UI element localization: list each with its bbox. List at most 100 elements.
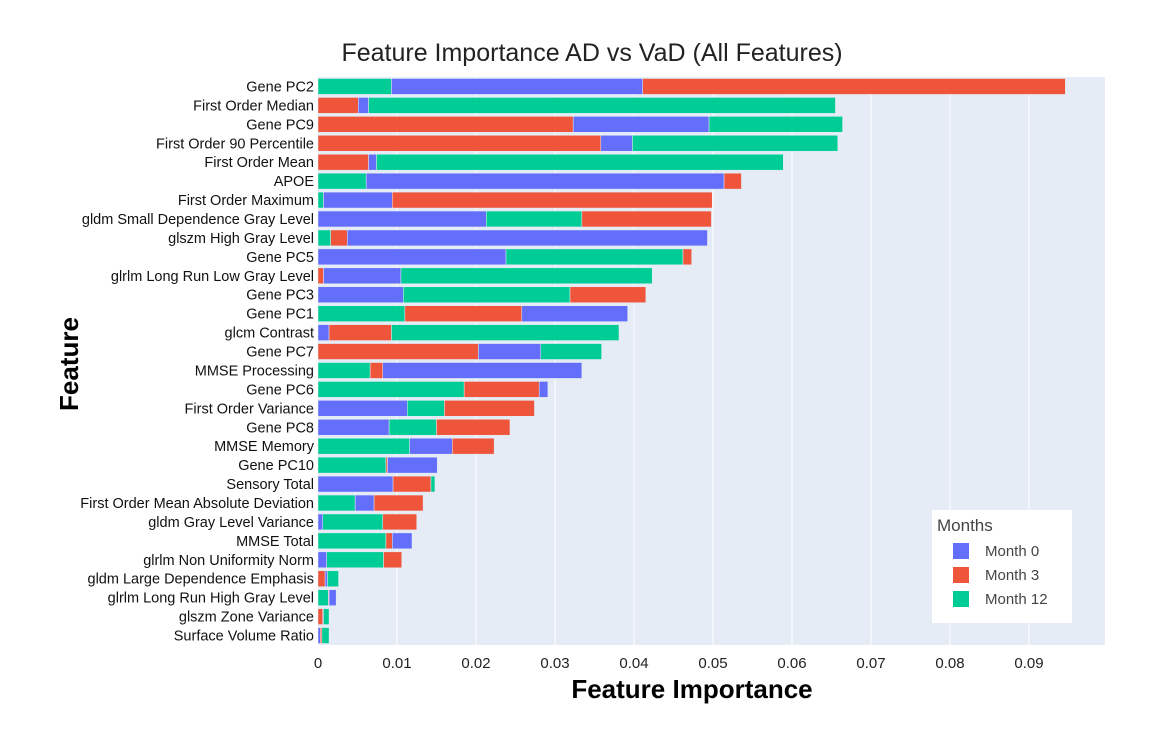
bar-mmse-total-month-12[interactable] [317, 532, 387, 550]
bar-gene-pc1-month-12[interactable] [317, 305, 406, 322]
bar-first-order-90-percentile-month-3[interactable] [317, 135, 602, 152]
bar-gene-pc7-month-12[interactable] [540, 343, 602, 360]
bar-mmse-processing-month-0[interactable] [382, 362, 583, 379]
bar-gene-pc2-month-0[interactable] [391, 78, 643, 95]
bar-first-order-median-month-0[interactable] [358, 97, 369, 114]
bar-first-order-variance-month-12[interactable] [407, 400, 445, 417]
bar-first-order-maximum-month-12[interactable] [317, 191, 324, 209]
bar-mmse-memory-month-0[interactable] [409, 437, 453, 455]
bar-first-order-mean-absolute-deviation-month-0[interactable] [354, 494, 375, 512]
bar-first-order-mean-month-12[interactable] [376, 153, 784, 171]
bar-gene-pc9-month-0[interactable] [572, 116, 710, 133]
legend-label-month-12[interactable]: Month 12 [985, 591, 1048, 608]
bar-first-order-mean-absolute-deviation-month-3[interactable] [373, 494, 424, 512]
bar-first-order-variance-month-3[interactable] [444, 400, 535, 417]
bar-mmse-total-month-3[interactable] [385, 532, 393, 550]
bar-gldm-large-dependence-emphasis-month-3[interactable] [317, 570, 326, 587]
bar-gldm-gray-level-variance-month-0[interactable] [317, 513, 323, 531]
bar-gene-pc9-month-3[interactable] [317, 116, 574, 133]
bar-apoe-month-12[interactable] [317, 172, 367, 190]
bar-gene-pc8-month-12[interactable] [388, 419, 437, 436]
bar-gldm-large-dependence-emphasis-month-12[interactable] [327, 570, 339, 587]
bar-gene-pc6-month-3[interactable] [463, 381, 540, 398]
bar-gene-pc2-month-12[interactable] [317, 78, 392, 95]
category-label: Gene PC5 [246, 250, 314, 266]
bar-gene-pc6-month-12[interactable] [317, 381, 465, 398]
bar-glrlm-long-run-low-gray-level-month-0[interactable] [323, 267, 402, 285]
bar-mmse-processing-month-3[interactable] [369, 362, 384, 379]
bar-glrlm-long-run-high-gray-level-month-0[interactable] [328, 589, 337, 606]
x-tick-label: 0.04 [619, 655, 648, 672]
bar-mmse-total-month-0[interactable] [392, 532, 413, 550]
bar-gldm-gray-level-variance-month-12[interactable] [322, 513, 384, 531]
bar-glszm-zone-variance-month-12[interactable] [323, 608, 330, 625]
bar-gene-pc9-month-12[interactable] [708, 116, 843, 133]
bar-glrlm-non-uniformity-norm-month-3[interactable] [383, 551, 402, 569]
bar-first-order-median-month-12[interactable] [368, 97, 836, 114]
bar-mmse-memory-month-12[interactable] [317, 437, 410, 455]
bar-apoe-month-3[interactable] [723, 172, 742, 190]
category-label: glszm High Gray Level [168, 231, 314, 247]
bar-gene-pc3-month-0[interactable] [317, 286, 404, 303]
bar-glrlm-long-run-high-gray-level-month-12[interactable] [317, 589, 329, 606]
gridlines [396, 77, 1030, 645]
bar-sensory-total-month-0[interactable] [317, 475, 394, 493]
legend-swatch-month-12[interactable] [953, 591, 969, 607]
bar-sensory-total-month-12[interactable] [430, 475, 436, 493]
bar-first-order-mean-month-3[interactable] [317, 153, 369, 171]
bar-gene-pc7-month-0[interactable] [478, 343, 542, 360]
bar-first-order-variance-month-0[interactable] [317, 400, 408, 417]
legend-swatch-month-0[interactable] [953, 543, 969, 559]
bar-first-order-mean-month-0[interactable] [368, 153, 377, 171]
category-label: Gene PC3 [246, 288, 314, 304]
bar-mmse-processing-month-12[interactable] [317, 362, 371, 379]
bar-glcm-contrast-month-12[interactable] [391, 324, 620, 341]
bar-gene-pc8-month-0[interactable] [317, 419, 390, 436]
bar-glrlm-long-run-low-gray-level-month-3[interactable] [317, 267, 324, 285]
bar-gene-pc6-month-0[interactable] [538, 381, 549, 398]
bar-glrlm-non-uniformity-norm-month-12[interactable] [326, 551, 384, 569]
category-label: glrlm Long Run High Gray Level [108, 591, 314, 607]
bar-gene-pc3-month-3[interactable] [569, 286, 647, 303]
bar-gene-pc8-month-3[interactable] [436, 419, 511, 436]
bar-first-order-mean-absolute-deviation-month-12[interactable] [317, 494, 356, 512]
bar-sensory-total-month-3[interactable] [392, 475, 432, 493]
bar-gldm-small-dependence-gray-level-month-0[interactable] [317, 210, 487, 228]
bar-glrlm-non-uniformity-norm-month-0[interactable] [317, 551, 327, 569]
bar-first-order-90-percentile-month-12[interactable] [632, 135, 839, 152]
bar-gene-pc2-month-3[interactable] [642, 78, 1066, 95]
bar-glrlm-long-run-low-gray-level-month-12[interactable] [400, 267, 653, 285]
bar-glcm-contrast-month-3[interactable] [328, 324, 392, 341]
bar-gene-pc10-month-12[interactable] [317, 456, 387, 474]
bar-gene-pc10-month-0[interactable] [387, 456, 438, 474]
bar-surface-volume-ratio-month-12[interactable] [321, 627, 330, 644]
legend-swatch-month-3[interactable] [953, 567, 969, 583]
bar-glszm-high-gray-level-month-12[interactable] [317, 229, 331, 247]
bar-first-order-maximum-month-0[interactable] [323, 191, 393, 209]
bar-gldm-gray-level-variance-month-3[interactable] [382, 513, 417, 531]
bar-glcm-contrast-month-0[interactable] [317, 324, 330, 341]
legend-label-month-3[interactable]: Month 3 [985, 567, 1039, 584]
x-tick-label: 0.09 [1014, 655, 1043, 672]
bar-gldm-large-dependence-emphasis-month-0[interactable] [324, 570, 328, 587]
bar-gene-pc7-month-3[interactable] [317, 343, 479, 360]
bar-first-order-median-month-3[interactable] [317, 97, 359, 114]
bar-gene-pc1-month-0[interactable] [521, 305, 628, 322]
legend-label-month-0[interactable]: Month 0 [985, 543, 1039, 560]
bar-mmse-memory-month-3[interactable] [452, 437, 495, 455]
bar-gene-pc3-month-12[interactable] [403, 286, 571, 303]
bar-gene-pc5-month-12[interactable] [505, 248, 684, 266]
bar-first-order-90-percentile-month-0[interactable] [600, 135, 633, 152]
bar-surface-volume-ratio-month-0[interactable] [317, 627, 321, 644]
bar-first-order-maximum-month-3[interactable] [392, 191, 713, 209]
bar-glszm-zone-variance-month-3[interactable] [317, 608, 323, 625]
bar-gene-pc1-month-3[interactable] [404, 305, 523, 322]
category-label: First Order Mean [204, 155, 314, 171]
bar-gldm-small-dependence-gray-level-month-3[interactable] [581, 210, 712, 228]
bar-glszm-high-gray-level-month-0[interactable] [346, 229, 708, 247]
bar-gene-pc5-month-0[interactable] [317, 248, 507, 266]
bar-glszm-high-gray-level-month-3[interactable] [330, 229, 348, 247]
bar-apoe-month-0[interactable] [365, 172, 725, 190]
bar-gene-pc5-month-3[interactable] [682, 248, 692, 266]
bar-gldm-small-dependence-gray-level-month-12[interactable] [486, 210, 583, 228]
